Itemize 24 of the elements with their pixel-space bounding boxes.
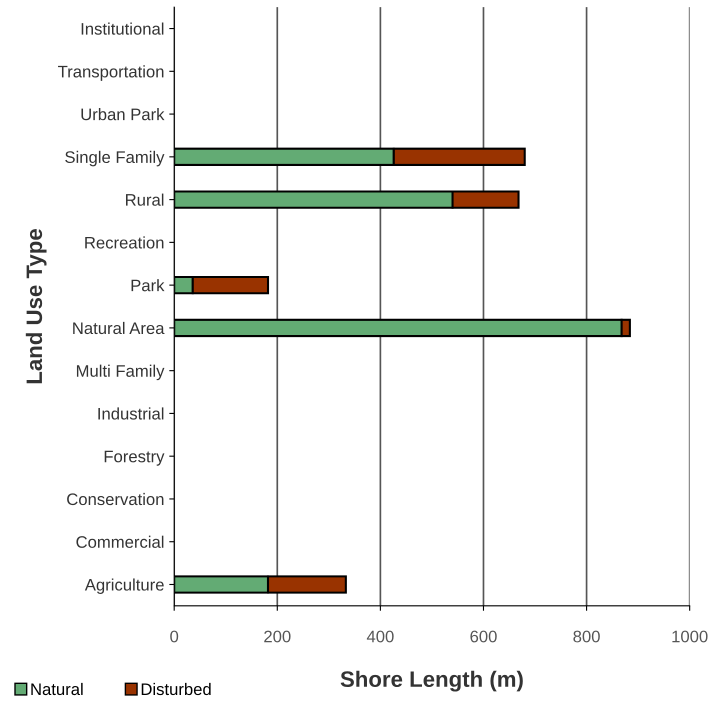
y-tick-label: Multi Family	[76, 364, 164, 380]
y-tick-label: Institutional	[82, 22, 164, 35]
y-tick-label: Agriculture	[84, 578, 164, 594]
y-tick-label: Industrial	[98, 407, 164, 420]
y-tick-label: Urban Park	[81, 108, 164, 120]
legend-label: Natural	[31, 682, 83, 696]
x-tick-label: 600	[470, 630, 497, 642]
y-tick-label: Commercial	[76, 536, 164, 548]
y-tick-label: Conservation	[67, 492, 164, 506]
x-tick-label: 800	[573, 630, 600, 642]
x-tick-label: 200	[264, 630, 291, 642]
y-tick-label: Natural Area	[73, 322, 164, 334]
x-tick-label: 400	[366, 630, 394, 642]
y-tick-label: Rural	[126, 194, 164, 206]
x-tick-label: 1000	[672, 630, 708, 642]
x-tick-label: 0	[170, 630, 178, 642]
y-tick-label: Recreation	[85, 236, 164, 249]
y-axis-title: Land Use Type	[26, 229, 47, 384]
x-axis-title: Shore Length (m)	[340, 670, 523, 692]
legend-label: Disturbed	[142, 682, 211, 696]
y-tick-label: Forestry	[104, 450, 164, 466]
y-tick-label: Park	[132, 279, 164, 292]
y-tick-label: Transportation	[58, 65, 164, 81]
y-tick-label: Single Family	[65, 150, 164, 166]
